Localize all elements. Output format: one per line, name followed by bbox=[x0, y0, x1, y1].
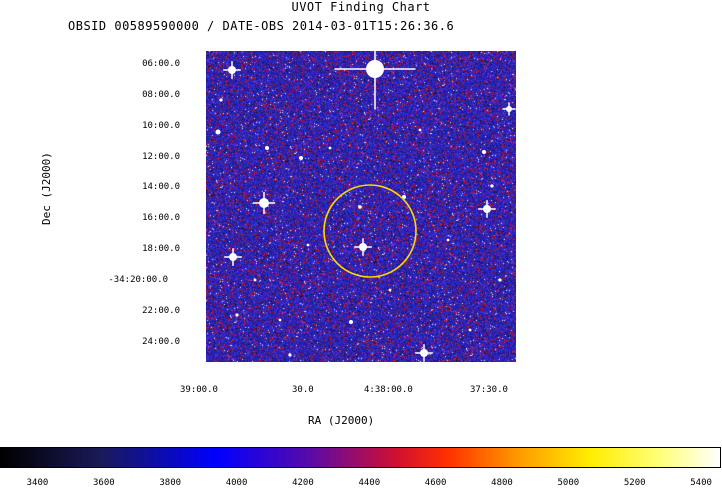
dec-tick-label: 10:00.0 bbox=[142, 121, 180, 131]
colorbar-tick-label: 5400 bbox=[690, 478, 712, 488]
colorbar-tick-label: 4800 bbox=[491, 478, 513, 488]
colorbar bbox=[0, 447, 721, 468]
star bbox=[490, 184, 494, 188]
ra-tick-label: 39:00.0 bbox=[180, 385, 218, 395]
colorbar-tick-label: 4600 bbox=[424, 478, 447, 488]
dec-tick-label: 16:00.0 bbox=[142, 213, 180, 223]
source-region-circle bbox=[323, 184, 417, 278]
colorbar-tick-label: 3400 bbox=[26, 478, 49, 488]
ra-tick-label: 37:30.0 bbox=[470, 385, 508, 395]
star bbox=[349, 320, 353, 324]
star bbox=[446, 238, 450, 242]
star bbox=[219, 98, 223, 102]
star bbox=[418, 128, 422, 132]
star bbox=[482, 150, 486, 154]
star bbox=[358, 205, 362, 209]
colorbar-tick-label: 4400 bbox=[358, 478, 381, 488]
star bbox=[498, 278, 502, 282]
colorbar-gradient bbox=[0, 447, 721, 468]
star-markers bbox=[215, 28, 516, 362]
star bbox=[215, 129, 221, 135]
star bbox=[288, 353, 292, 357]
colorbar-tick-label: 5000 bbox=[557, 478, 580, 488]
star bbox=[306, 243, 310, 247]
star bbox=[388, 288, 392, 292]
dec-tick-label: 14:00.0 bbox=[142, 182, 180, 192]
ra-tick-label: 4:38:00.0 bbox=[364, 385, 413, 395]
dec-tick-label: 18:00.0 bbox=[142, 244, 180, 254]
ra-tick-label: 30.0 bbox=[292, 385, 314, 395]
star bbox=[328, 146, 332, 150]
star bbox=[468, 328, 472, 332]
dec-tick-label: 08:00.0 bbox=[142, 90, 180, 100]
colorbar-tick-label: 4200 bbox=[292, 478, 314, 488]
observation-subtitle: OBSID 00589590000 / DATE-OBS 2014-03-01T… bbox=[68, 19, 455, 33]
star bbox=[265, 146, 269, 150]
colorbar-tick-label: 4000 bbox=[225, 478, 248, 488]
ra-axis-label: RA (J2000) bbox=[308, 414, 375, 427]
colorbar-tick-label: 3600 bbox=[93, 478, 115, 488]
colorbar-tick-label: 3800 bbox=[159, 478, 182, 488]
dec-tick-label: -34:20:00.0 bbox=[108, 275, 168, 285]
colorbar-tick-label: 5200 bbox=[623, 478, 646, 488]
star bbox=[299, 156, 303, 160]
dec-tick-label: 24:00.0 bbox=[142, 337, 180, 347]
dec-tick-label: 22:00.0 bbox=[142, 306, 180, 316]
star bbox=[278, 318, 282, 322]
star bbox=[253, 278, 257, 282]
star bbox=[235, 313, 239, 317]
dec-tick-label: 06:00.0 bbox=[142, 59, 180, 69]
dec-tick-label: 12:00.0 bbox=[142, 152, 180, 162]
chart-title: UVOT Finding Chart bbox=[291, 0, 431, 14]
